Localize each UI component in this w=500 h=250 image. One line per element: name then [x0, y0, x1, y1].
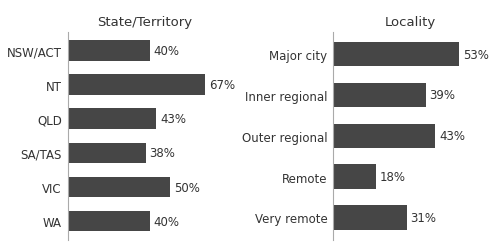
Text: 43%: 43%: [439, 130, 465, 143]
Text: 67%: 67%: [210, 79, 236, 92]
Bar: [68, 211, 150, 232]
Text: 50%: 50%: [174, 181, 200, 194]
Bar: [68, 41, 150, 62]
Bar: [333, 43, 459, 67]
Title: Locality: Locality: [384, 16, 436, 28]
Text: 38%: 38%: [150, 147, 176, 160]
Bar: [68, 75, 205, 96]
Bar: [333, 206, 406, 230]
Bar: [68, 177, 170, 198]
Bar: [68, 143, 146, 164]
Text: 18%: 18%: [380, 170, 406, 183]
Bar: [333, 165, 376, 189]
Bar: [68, 109, 156, 130]
Bar: [333, 83, 426, 108]
Text: 40%: 40%: [154, 45, 180, 58]
Text: 43%: 43%: [160, 113, 186, 126]
Text: 53%: 53%: [463, 48, 488, 61]
Text: 31%: 31%: [410, 211, 436, 224]
Text: 39%: 39%: [430, 89, 456, 102]
Text: 40%: 40%: [154, 215, 180, 228]
Title: State/Territory: State/Territory: [97, 16, 192, 28]
Bar: [333, 124, 435, 148]
